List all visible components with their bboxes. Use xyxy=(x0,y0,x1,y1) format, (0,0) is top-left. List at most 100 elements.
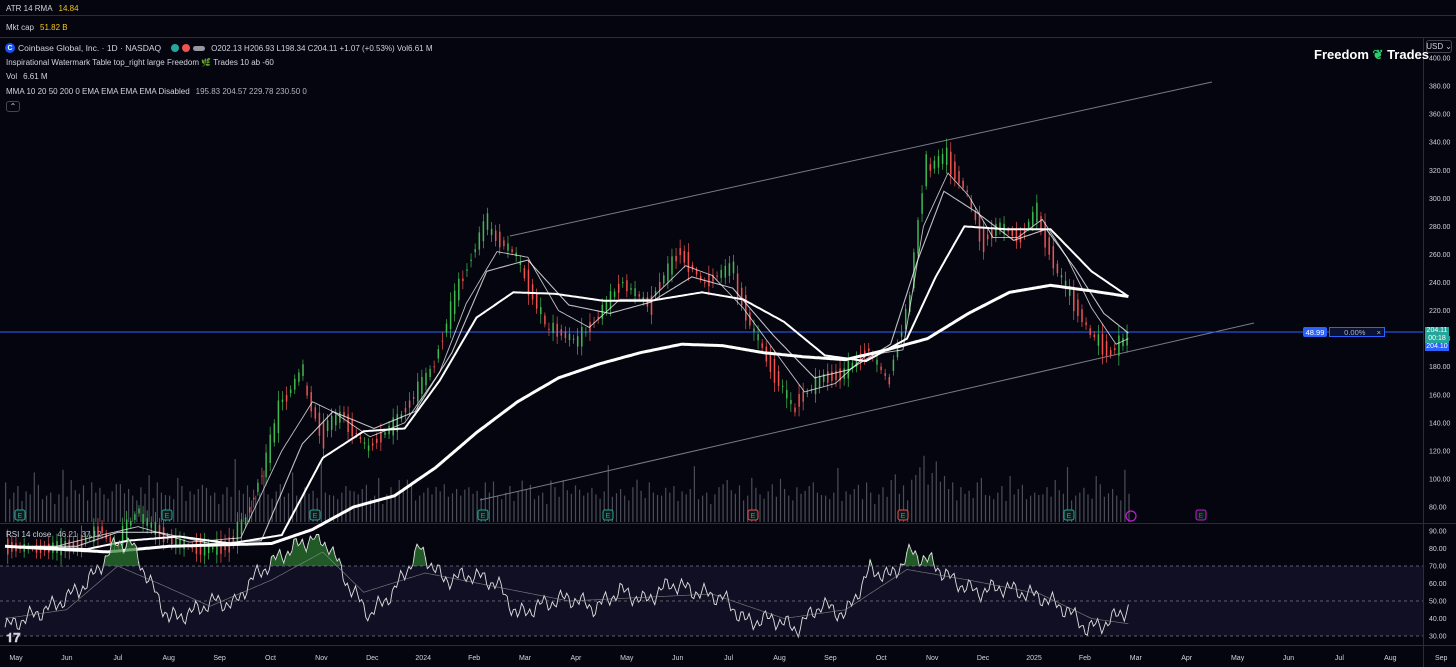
ma-line-mma-20[interactable] xyxy=(5,190,1129,547)
candle-body xyxy=(330,415,333,430)
symbol-legend[interactable]: C Coinbase Global, Inc. · 1D · NASDAQ O2… xyxy=(5,42,433,54)
volume-bar xyxy=(550,480,552,522)
earnings-marker-icon[interactable]: E xyxy=(1063,509,1075,521)
time-tick-label: Sep xyxy=(824,655,837,662)
watermark-legend[interactable]: Inspirational Watermark Table top_right … xyxy=(6,57,274,68)
candle-body xyxy=(802,391,804,402)
volume-bar xyxy=(628,500,630,522)
candle-body xyxy=(294,378,296,390)
close-icon[interactable]: × xyxy=(1376,327,1381,337)
rsi-axis[interactable]: 30.00 40.00 50.00 60.00 70.00 80.00 90.00 xyxy=(0,529,1447,641)
candle-body xyxy=(216,539,218,555)
volume-bar xyxy=(984,495,987,522)
earnings-marker-icon[interactable]: E xyxy=(747,509,759,521)
earnings-marker-icon[interactable]: E xyxy=(161,509,173,521)
candle-body xyxy=(888,377,891,385)
green-status-dot-icon xyxy=(171,44,180,52)
currency-button[interactable]: USD ⌄ xyxy=(1426,40,1452,53)
volume-bar xyxy=(747,495,749,522)
rsi-line[interactable] xyxy=(4,534,1129,639)
volume-bar xyxy=(1091,498,1093,522)
price-tick-label: 240.00 xyxy=(1429,280,1451,287)
collapse-legend-button[interactable]: ⌃ xyxy=(6,101,20,112)
ma-line-mma-200[interactable] xyxy=(4,283,1129,554)
dividend-marker-icon[interactable] xyxy=(1125,510,1137,522)
ma-line-mma-10[interactable] xyxy=(5,172,1129,547)
earnings-marker-icon[interactable]: E xyxy=(309,509,321,521)
candle-body xyxy=(1118,335,1120,356)
candle-body xyxy=(740,287,743,306)
svg-text:E: E xyxy=(751,513,756,520)
candle-body xyxy=(753,328,755,332)
candle-body xyxy=(408,400,411,408)
rsi-legend[interactable]: RSI 14 close 46.21 37.12 xyxy=(6,529,101,540)
volume-bar xyxy=(665,487,667,522)
candle-body xyxy=(1015,229,1018,242)
ma-line-mma-50[interactable] xyxy=(4,225,1129,551)
candle-body xyxy=(1109,350,1112,356)
measure-label-left[interactable]: 48.99 xyxy=(1303,327,1327,337)
earnings-marker-icon[interactable]: E xyxy=(14,509,26,521)
mma-legend[interactable]: MMA 10 20 50 200 0 EMA EMA EMA EMA Disab… xyxy=(6,86,307,97)
candle-body xyxy=(925,154,927,187)
candle-body xyxy=(560,329,563,336)
rsi-tick-label: 90.00 xyxy=(1429,529,1447,536)
candle-body xyxy=(687,252,690,272)
volume-legend[interactable]: Vol 6.61 M xyxy=(6,71,48,82)
candle-body xyxy=(326,420,329,432)
candle-body xyxy=(663,275,665,284)
earnings-marker-icon[interactable]: E xyxy=(1195,509,1207,521)
candle-body xyxy=(371,443,374,446)
volume-bar xyxy=(197,489,199,522)
volume-bar xyxy=(25,491,27,522)
atr-indicator[interactable]: ATR 14 RMA 14.84 xyxy=(6,2,79,14)
candle-body xyxy=(810,389,813,391)
volume-bar xyxy=(923,455,925,522)
volume-bar xyxy=(849,494,851,522)
volume-bar xyxy=(796,487,798,522)
price-tick-label: 320.00 xyxy=(1429,168,1451,175)
earnings-marker-icon[interactable]: E xyxy=(602,509,614,521)
time-axis[interactable]: May Jun Jul Aug Sep Oct Nov Dec 2024 Feb Mar Apr May… xyxy=(9,655,1447,662)
candle-body xyxy=(728,263,731,276)
candle-body xyxy=(199,541,202,555)
time-tick-label: Jun xyxy=(61,655,72,662)
volume-bar xyxy=(300,500,302,522)
candle-body xyxy=(995,223,997,236)
volume-bar xyxy=(328,495,331,522)
time-tick-label: Jul xyxy=(724,655,733,662)
volume-bar xyxy=(685,494,687,522)
candle-body xyxy=(273,423,276,443)
rsi-tick-label: 60.00 xyxy=(1429,581,1447,588)
volume-bar xyxy=(509,486,511,522)
volume-bar xyxy=(579,489,581,522)
volume-bar xyxy=(935,461,937,522)
candle-body xyxy=(806,392,809,394)
mktcap-indicator[interactable]: Mkt cap 51.82 B xyxy=(6,21,68,33)
channel-upper-line[interactable] xyxy=(509,81,1213,237)
volume-bar xyxy=(218,504,220,522)
volume-bar xyxy=(829,499,831,522)
candle-body xyxy=(868,348,870,352)
volume-bar xyxy=(1046,487,1048,522)
measure-box[interactable]: 0.00% × xyxy=(1329,327,1385,337)
price-axis[interactable]: 80.00100.00120.00140.00160.00180.00200.0… xyxy=(1429,56,1451,512)
candle-body xyxy=(822,373,825,382)
volume-bar xyxy=(1005,501,1007,522)
price-tick-label: 220.00 xyxy=(1429,308,1451,315)
candle-body xyxy=(72,541,75,549)
volume-bar xyxy=(533,499,536,522)
channel-lower-line[interactable] xyxy=(479,322,1255,501)
candle-body xyxy=(544,315,546,325)
price-tick-label: 120.00 xyxy=(1429,448,1451,455)
earnings-marker-icon[interactable]: E xyxy=(897,509,909,521)
candle-body xyxy=(437,349,440,359)
volume-bar xyxy=(677,501,679,522)
volume-bar xyxy=(107,498,109,522)
rsi-tick-label: 70.00 xyxy=(1429,564,1447,571)
volume-bar xyxy=(472,493,474,522)
earnings-marker-icon[interactable]: E xyxy=(477,509,489,521)
tradingview-logo-icon[interactable]: 𝟏𝟕 xyxy=(6,630,21,645)
candle-body xyxy=(839,368,841,381)
